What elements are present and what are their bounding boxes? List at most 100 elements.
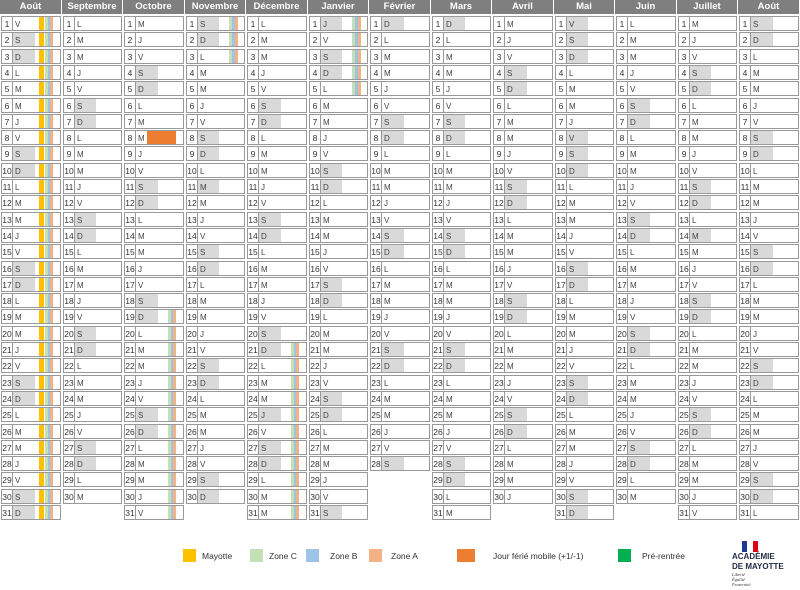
weekday-letter: S [77, 216, 83, 225]
weekend-shade [751, 131, 773, 144]
month-header: Août [738, 0, 799, 14]
day-number: 14 [64, 229, 75, 242]
zoneA-holiday-stripe [50, 17, 53, 30]
day-cell: 28 J [1, 456, 61, 471]
weekday-letter: S [384, 232, 390, 241]
day-cell: 10 M [370, 163, 430, 178]
day-number: 21 [64, 343, 75, 356]
zoneA-holiday-stripe [173, 457, 176, 470]
day-cell: 27 S [63, 440, 122, 455]
weekday-letter: S [15, 493, 21, 502]
weekday-letter: L [200, 167, 205, 176]
zoneB-holiday-stripe [48, 17, 51, 30]
weekend-shade [751, 17, 773, 30]
day-number: 21 [2, 343, 13, 356]
weekday-letter: M [323, 118, 330, 127]
weekend-shade [382, 131, 404, 144]
day-cell: 14 D [616, 228, 676, 243]
weekday-letter: S [753, 20, 759, 29]
day-number: 12 [371, 196, 382, 209]
day-number: 10 [248, 164, 259, 177]
day-number: 22 [617, 359, 628, 372]
weekday-letter: J [630, 297, 634, 306]
weekday-letter: L [138, 102, 143, 111]
day-number: 21 [679, 343, 690, 356]
zoneA-holiday-stripe [50, 408, 53, 421]
zoneA-holiday-stripe [50, 180, 53, 193]
day-cell: 11 S [493, 179, 553, 194]
day-number: 8 [371, 131, 382, 144]
zoneA-holiday-stripe [50, 376, 53, 389]
weekday-letter: M [753, 411, 760, 420]
day-number: 25 [248, 408, 259, 421]
day-number: 26 [64, 425, 75, 438]
day-number: 7 [125, 115, 136, 128]
weekend-shade [198, 376, 219, 389]
day-cell: 24 V [493, 391, 553, 406]
weekday-letter: M [323, 102, 330, 111]
weekday-letter: D [692, 428, 698, 437]
weekend-shade [75, 457, 96, 470]
zoneB-holiday-stripe [294, 376, 297, 389]
weekday-letter: M [692, 476, 699, 485]
day-number: 16 [617, 262, 628, 275]
weekday-letter: D [200, 36, 206, 45]
weekday-letter: V [323, 150, 329, 159]
weekday-letter: L [15, 297, 20, 306]
zoneA-holiday-stripe [50, 33, 53, 46]
day-number: 23 [433, 376, 444, 389]
day-cell: 17 D [555, 277, 614, 292]
weekday-letter: L [446, 265, 451, 274]
day-number: 29 [2, 473, 13, 486]
day-number: 23 [679, 376, 690, 389]
day-cell: 16 M [247, 261, 307, 276]
weekday-letter: J [753, 444, 757, 453]
weekday-letter: M [507, 460, 514, 469]
day-cell: 24 L [186, 391, 245, 406]
day-number: 18 [310, 294, 321, 307]
day-number: 16 [371, 262, 382, 275]
day-cell: 29 S [186, 472, 245, 487]
zoneB-holiday-stripe [48, 164, 51, 177]
zoneC-holiday-stripe [168, 376, 171, 389]
day-number: 10 [64, 164, 75, 177]
weekday-letter: S [15, 36, 21, 45]
day-number: 30 [125, 490, 136, 503]
day-cell: 13 M [1, 212, 61, 227]
weekend-shade [136, 66, 158, 79]
zoneC-holiday-stripe [291, 359, 294, 372]
day-number: 7 [740, 115, 751, 128]
weekend-shade [751, 490, 773, 503]
day-cell: 24 V [124, 391, 184, 406]
day-number: 11 [617, 180, 628, 193]
weekday-letter: S [15, 265, 21, 274]
weekday-letter: V [323, 36, 329, 45]
weekday-letter: V [692, 281, 698, 290]
month-header: Février [369, 0, 430, 14]
month-header: Septembre [62, 0, 122, 14]
weekday-letter: M [323, 460, 330, 469]
zoneB-holiday-stripe [355, 33, 358, 46]
zoneC-holiday-stripe [45, 278, 48, 291]
zoneB-holiday-stripe [48, 278, 51, 291]
day-cell: 13 V [432, 212, 491, 227]
day-number: 24 [248, 392, 259, 405]
day-number: 8 [740, 131, 751, 144]
day-number: 22 [310, 359, 321, 372]
weekday-letter: S [569, 265, 575, 274]
day-number: 13 [64, 213, 75, 226]
zoneC-holiday-stripe [229, 33, 232, 46]
weekday-letter: V [77, 85, 83, 94]
day-cell: 13 V [370, 212, 430, 227]
zoneA-holiday-stripe [358, 17, 361, 30]
day-cell: 17 M [370, 277, 430, 292]
zoneA-holiday-stripe [50, 425, 53, 438]
day-number: 14 [494, 229, 505, 242]
weekend-shade [136, 82, 158, 95]
weekend-shade [198, 147, 219, 160]
